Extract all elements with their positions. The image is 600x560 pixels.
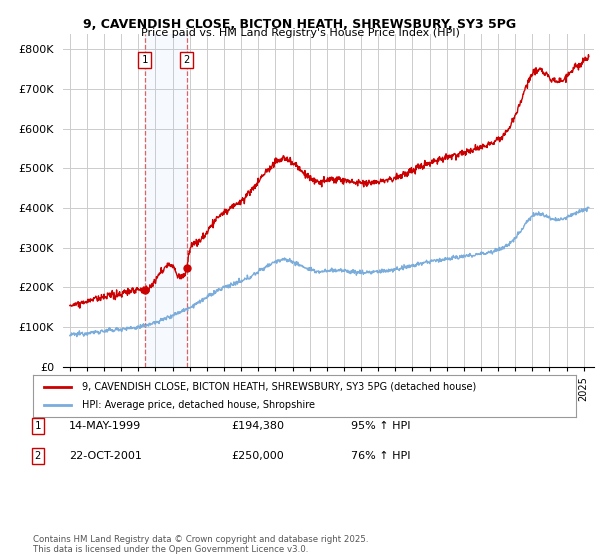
Text: HPI: Average price, detached house, Shropshire: HPI: Average price, detached house, Shro… (82, 400, 315, 410)
Text: 9, CAVENDISH CLOSE, BICTON HEATH, SHREWSBURY, SY3 5PG (detached house): 9, CAVENDISH CLOSE, BICTON HEATH, SHREWS… (82, 382, 476, 392)
Text: £250,000: £250,000 (231, 451, 284, 461)
Text: 14-MAY-1999: 14-MAY-1999 (69, 421, 141, 431)
Bar (145, 34, 187, 367)
Text: 1: 1 (35, 421, 41, 431)
Text: Contains HM Land Registry data © Crown copyright and database right 2025.
This d: Contains HM Land Registry data © Crown c… (33, 535, 368, 554)
Text: 2: 2 (35, 451, 41, 461)
Text: 76% ↑ HPI: 76% ↑ HPI (351, 451, 410, 461)
Text: 95% ↑ HPI: 95% ↑ HPI (351, 421, 410, 431)
Text: 22-OCT-2001: 22-OCT-2001 (69, 451, 142, 461)
Text: £194,380: £194,380 (231, 421, 284, 431)
Text: 2: 2 (184, 55, 190, 66)
Text: 1: 1 (142, 55, 148, 66)
Text: 9, CAVENDISH CLOSE, BICTON HEATH, SHREWSBURY, SY3 5PG: 9, CAVENDISH CLOSE, BICTON HEATH, SHREWS… (83, 18, 517, 31)
Text: Price paid vs. HM Land Registry's House Price Index (HPI): Price paid vs. HM Land Registry's House … (140, 28, 460, 38)
